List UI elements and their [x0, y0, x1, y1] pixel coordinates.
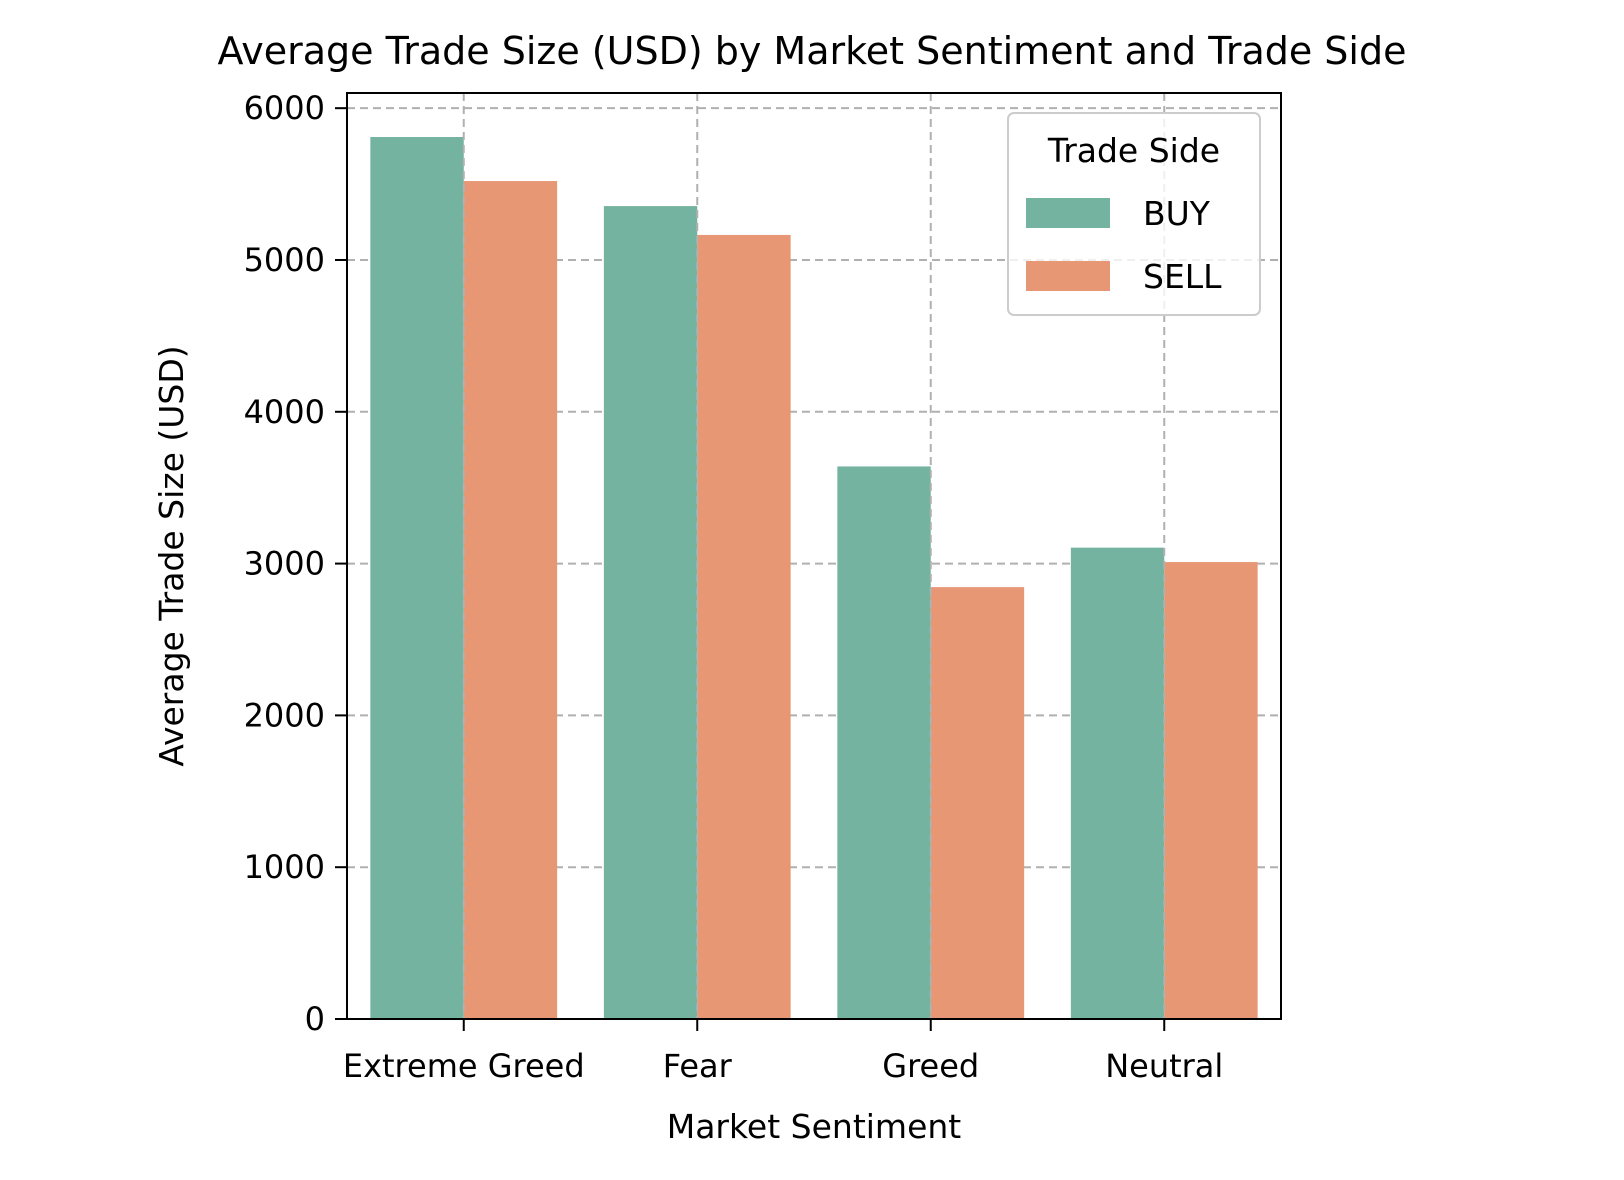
- x-axis-ticks: Extreme Greed Fear Greed Neutral: [343, 1019, 1223, 1085]
- legend-swatch-sell: [1026, 261, 1110, 291]
- bar-buy: [1071, 548, 1164, 1019]
- y-tick-label: 0: [305, 1000, 325, 1038]
- legend-title: Trade Side: [1047, 131, 1220, 170]
- y-tick-label: 5000: [244, 241, 325, 279]
- legend: Trade Side BUY SELL: [1008, 113, 1260, 315]
- legend-swatch-buy: [1026, 198, 1110, 228]
- x-tick-label: Fear: [663, 1047, 733, 1085]
- legend-label-buy: BUY: [1143, 194, 1211, 233]
- bar-sell: [1164, 562, 1257, 1019]
- y-tick-label: 6000: [244, 89, 325, 127]
- y-axis-ticks: 0 1000 2000 3000 4000 5000 6000: [244, 89, 347, 1038]
- x-tick-label: Greed: [882, 1047, 979, 1085]
- bar-buy: [604, 206, 697, 1019]
- bar-sell: [697, 235, 790, 1019]
- bar-sell: [464, 181, 557, 1019]
- bar-sell: [931, 587, 1024, 1019]
- x-axis-label: Market Sentiment: [667, 1107, 962, 1146]
- bar-buy: [837, 466, 930, 1019]
- y-tick-label: 1000: [244, 848, 325, 886]
- x-tick-label: Extreme Greed: [343, 1047, 585, 1085]
- chart-title: Average Trade Size (USD) by Market Senti…: [217, 29, 1406, 73]
- y-tick-label: 4000: [244, 393, 325, 431]
- x-tick-label: Neutral: [1105, 1047, 1223, 1085]
- legend-label-sell: SELL: [1143, 257, 1222, 296]
- bar-buy: [370, 137, 463, 1019]
- y-tick-label: 2000: [244, 696, 325, 734]
- y-axis-label: Average Trade Size (USD): [152, 345, 191, 766]
- y-tick-label: 3000: [244, 545, 325, 583]
